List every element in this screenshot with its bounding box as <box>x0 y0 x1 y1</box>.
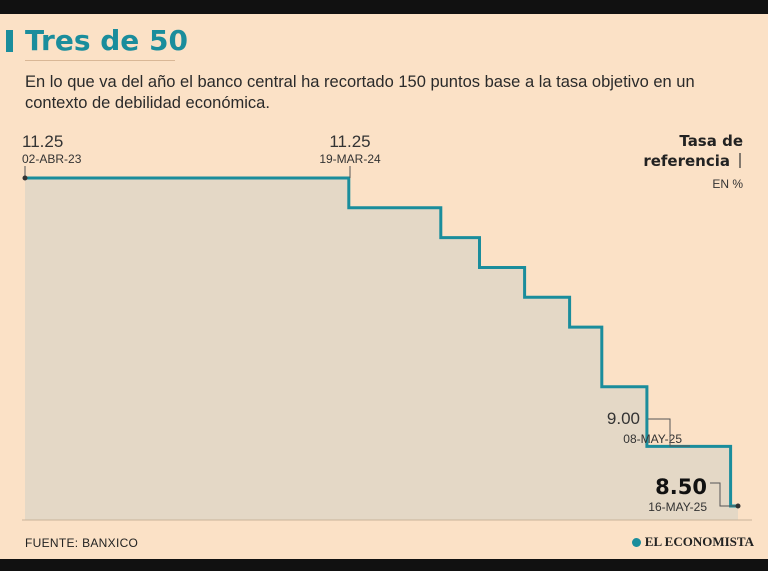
title-accent-bar <box>6 30 13 52</box>
page-title: Tres de 50 <box>25 24 188 57</box>
title-underline <box>25 60 175 61</box>
annotation-leader-may16 <box>710 482 736 507</box>
annotation-date-may08: 08-MAY-25 <box>623 432 682 446</box>
area-fill <box>25 178 738 520</box>
series-line-tasa <box>25 176 738 508</box>
point-start <box>22 175 28 181</box>
ylabel-line2: referencia <box>643 152 730 170</box>
page-subtitle: En lo que va del año el banco central ha… <box>25 73 695 112</box>
annotation-value-may08: 9.00 <box>607 409 640 428</box>
annotation-leader-may08 <box>648 418 690 447</box>
annotation-date-may16: 16-MAY-25 <box>648 500 707 514</box>
bottom-bar <box>0 559 768 571</box>
point-end <box>735 503 741 509</box>
yunit-label: EN % <box>712 177 743 191</box>
logo-text: EL ECONOMISTA <box>644 534 754 549</box>
annotation-date-start: 02-ABR-23 <box>22 152 82 166</box>
source-note: FUENTE: BANXICO <box>25 536 139 550</box>
logo-mark-icon <box>631 537 641 547</box>
annotation-value-start: 11.25 <box>22 132 63 151</box>
ylabel-line1: Tasa de <box>679 132 743 150</box>
annotation-date-mar24: 19-MAR-24 <box>319 152 381 166</box>
publisher-logo: EL ECONOMISTA <box>631 534 754 550</box>
annotation-value-may16: 8.50 <box>655 475 707 499</box>
top-bar <box>0 0 768 14</box>
annotation-value-mar24: 11.25 <box>329 132 370 151</box>
